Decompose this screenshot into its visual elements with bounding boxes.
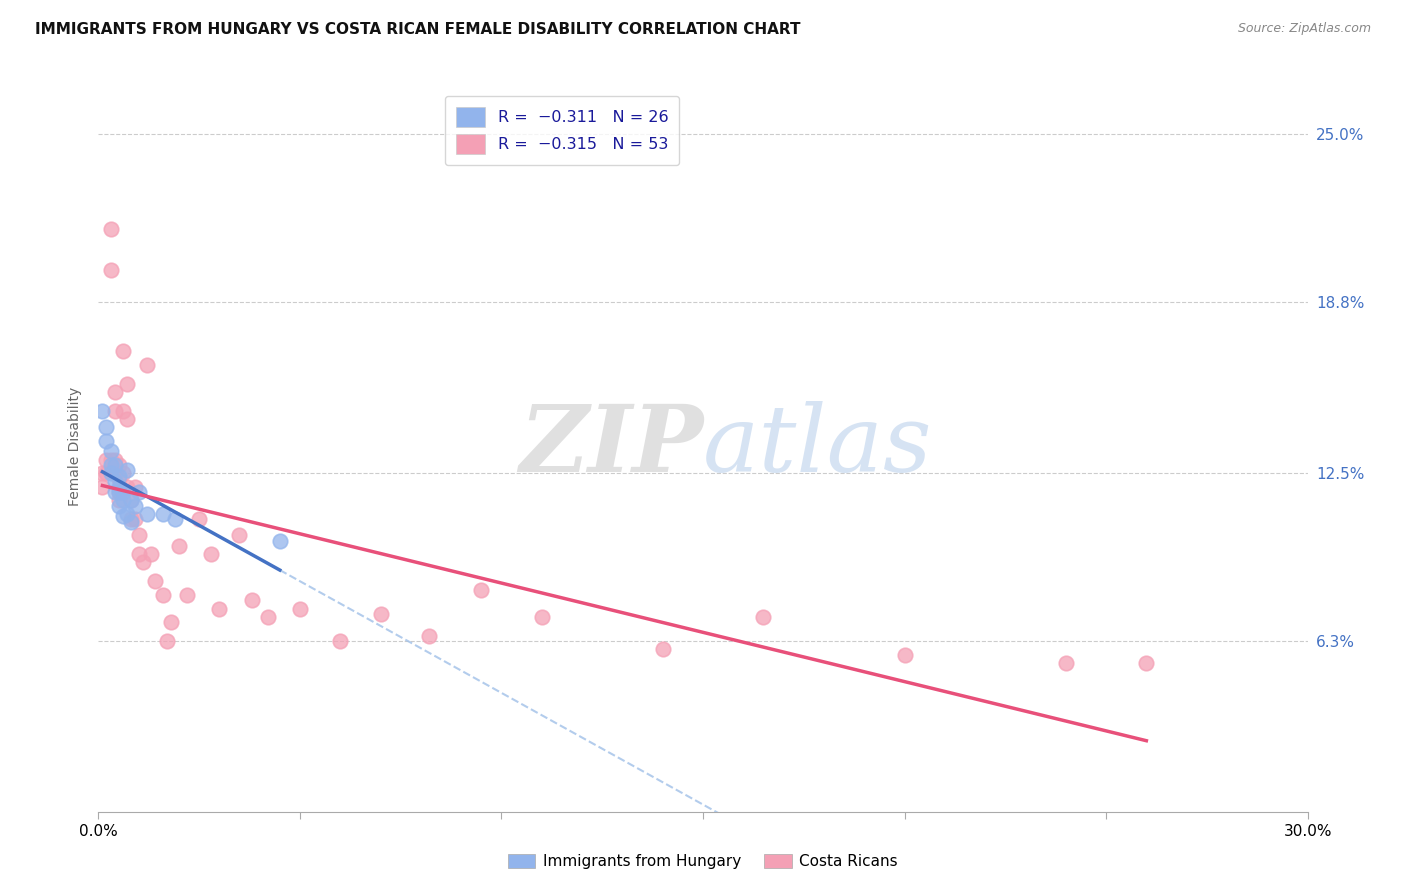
Point	[111, 493, 134, 508]
Point	[128, 547, 150, 561]
Legend: R =  −0.311   N = 26, R =  −0.315   N = 53: R = −0.311 N = 26, R = −0.315 N = 53	[444, 95, 679, 165]
Point	[893, 648, 915, 662]
Point	[115, 412, 138, 426]
Point	[167, 539, 190, 553]
Point	[111, 466, 134, 480]
Point	[100, 222, 122, 236]
Point	[107, 499, 129, 513]
Point	[100, 444, 122, 458]
Point	[103, 474, 125, 488]
Point	[418, 629, 440, 643]
Point	[208, 601, 231, 615]
Point	[120, 493, 142, 508]
Text: ZIP: ZIP	[519, 401, 703, 491]
Point	[107, 493, 129, 508]
Y-axis label: Female Disability: Female Disability	[69, 386, 83, 506]
Point	[651, 642, 673, 657]
Point	[115, 507, 138, 521]
Point	[1054, 656, 1077, 670]
Point	[91, 404, 114, 418]
Point	[370, 607, 392, 621]
Point	[107, 485, 129, 500]
Point	[96, 420, 118, 434]
Point	[115, 463, 138, 477]
Point	[111, 344, 134, 359]
Point	[135, 507, 157, 521]
Legend: Immigrants from Hungary, Costa Ricans: Immigrants from Hungary, Costa Ricans	[502, 848, 904, 875]
Point	[115, 376, 138, 391]
Point	[107, 458, 129, 472]
Point	[107, 471, 129, 485]
Text: Source: ZipAtlas.com: Source: ZipAtlas.com	[1237, 22, 1371, 36]
Point	[269, 533, 291, 548]
Point	[143, 574, 166, 589]
Point	[96, 452, 118, 467]
Point	[329, 634, 352, 648]
Point	[103, 485, 125, 500]
Point	[103, 404, 125, 418]
Point	[103, 458, 125, 472]
Point	[188, 512, 211, 526]
Point	[120, 493, 142, 508]
Point	[139, 547, 162, 561]
Point	[111, 485, 134, 500]
Text: atlas: atlas	[703, 401, 932, 491]
Point	[91, 480, 114, 494]
Point	[111, 404, 134, 418]
Point	[100, 458, 122, 472]
Point	[132, 556, 155, 570]
Point	[111, 509, 134, 524]
Point	[96, 466, 118, 480]
Point	[100, 466, 122, 480]
Point	[107, 468, 129, 483]
Point	[256, 609, 278, 624]
Point	[120, 515, 142, 529]
Point	[124, 480, 146, 494]
Point	[91, 466, 114, 480]
Point	[120, 512, 142, 526]
Point	[103, 452, 125, 467]
Point	[1135, 656, 1157, 670]
Point	[124, 512, 146, 526]
Point	[103, 384, 125, 399]
Point	[288, 601, 311, 615]
Point	[163, 512, 186, 526]
Point	[128, 528, 150, 542]
Point	[240, 593, 263, 607]
Point	[530, 609, 553, 624]
Point	[96, 434, 118, 448]
Point	[115, 480, 138, 494]
Point	[100, 452, 122, 467]
Point	[107, 480, 129, 494]
Point	[470, 582, 492, 597]
Point	[160, 615, 183, 629]
Point	[176, 588, 198, 602]
Point	[128, 485, 150, 500]
Point	[156, 634, 179, 648]
Point	[107, 485, 129, 500]
Point	[152, 588, 174, 602]
Point	[200, 547, 222, 561]
Point	[135, 358, 157, 372]
Point	[228, 528, 250, 542]
Point	[752, 609, 775, 624]
Point	[100, 263, 122, 277]
Point	[152, 507, 174, 521]
Point	[124, 499, 146, 513]
Text: IMMIGRANTS FROM HUNGARY VS COSTA RICAN FEMALE DISABILITY CORRELATION CHART: IMMIGRANTS FROM HUNGARY VS COSTA RICAN F…	[35, 22, 800, 37]
Point	[103, 466, 125, 480]
